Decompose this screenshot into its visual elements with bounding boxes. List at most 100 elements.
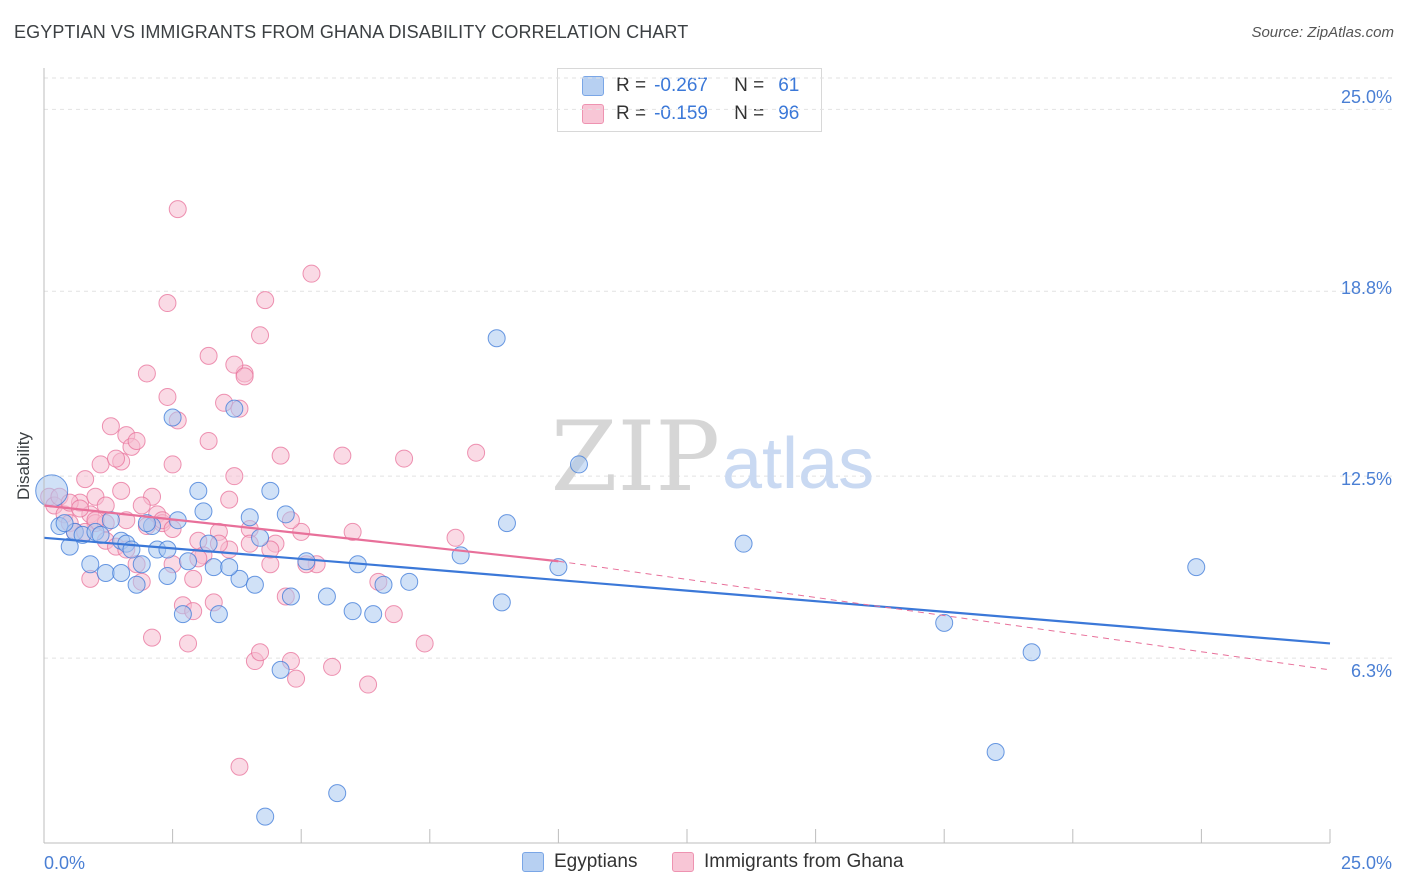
watermark-atlas: atlas <box>722 424 874 504</box>
egyptians-point <box>137 514 156 533</box>
egyptians-point <box>281 587 300 606</box>
ghana-point <box>359 675 378 694</box>
ghana-point <box>467 443 486 462</box>
x-tick-label-max: 25.0% <box>1340 853 1392 873</box>
egyptians-point <box>194 502 213 521</box>
egyptians-point <box>35 474 69 508</box>
egyptians-point <box>271 660 290 679</box>
egyptians-point <box>158 566 177 585</box>
ghana-point <box>287 669 306 688</box>
egyptians-point <box>317 587 336 606</box>
correlation-legend: R = -0.267 N = 61 R = -0.159 N = 96 <box>557 68 822 132</box>
ghana-point <box>323 657 342 676</box>
ghana-point <box>143 628 162 647</box>
ghana-point <box>158 387 177 406</box>
y-axis-label: Disability <box>14 431 33 500</box>
legend-r-label: R = <box>616 103 647 124</box>
egyptians-trend-line <box>43 536 1331 645</box>
egyptians-point <box>364 605 383 624</box>
legend-row-egyptians: R = -0.267 N = 61 <box>582 73 799 99</box>
y-tick-label: 12.5% <box>1340 469 1392 489</box>
egyptians-point <box>1022 643 1041 662</box>
egyptians-point <box>179 552 198 571</box>
ghana-point <box>251 643 270 662</box>
ghana-point <box>230 757 249 776</box>
egyptians-point <box>549 558 568 577</box>
egyptians-point <box>400 572 419 591</box>
egyptians-point <box>55 514 74 533</box>
ghana-trend-extension <box>558 560 1331 671</box>
egyptians-point <box>492 593 511 612</box>
egyptians-point <box>96 564 115 583</box>
egyptians-point <box>189 481 208 500</box>
egyptians-point <box>497 514 516 533</box>
legend-r-label: R = <box>616 75 647 96</box>
legend-n-value: 61 <box>778 75 800 96</box>
egyptians-point <box>261 481 280 500</box>
ghana-point <box>137 364 156 383</box>
ghana-point <box>168 200 187 219</box>
legend-swatch-pink <box>672 852 694 872</box>
ghana-point <box>107 449 126 468</box>
egyptians-point <box>158 540 177 559</box>
ghana-point <box>199 346 218 365</box>
ghana-point <box>101 417 120 436</box>
egyptians-point <box>81 555 100 574</box>
ghana-point <box>271 446 290 465</box>
ghana-point <box>225 355 244 374</box>
y-tick-label: 18.8% <box>1340 278 1392 298</box>
legend-swatch-blue <box>582 76 604 96</box>
egyptians-point <box>569 455 588 474</box>
ghana-point <box>163 455 182 474</box>
egyptians-point <box>199 534 218 553</box>
legend-label: Immigrants from Ghana <box>704 851 904 872</box>
ghana-point <box>158 294 177 313</box>
legend-n-label: N = <box>734 75 765 96</box>
egyptians-point <box>374 575 393 594</box>
ghana-point <box>446 528 465 547</box>
egyptians-point <box>487 329 506 348</box>
ghana-point <box>220 490 239 509</box>
legend-label: Egyptians <box>554 851 638 872</box>
egyptians-point <box>328 784 347 803</box>
egyptians-point <box>986 743 1005 762</box>
egyptians-point <box>230 569 249 588</box>
ghana-point <box>256 291 275 310</box>
ghana-point <box>179 634 198 653</box>
ghana-point <box>76 470 95 489</box>
egyptians-point <box>91 525 110 544</box>
egyptians-point <box>297 552 316 571</box>
egyptians-point <box>251 528 270 547</box>
egyptians-point <box>240 508 259 527</box>
ghana-point <box>415 634 434 653</box>
egyptians-point <box>276 505 295 524</box>
ghana-point <box>302 264 321 283</box>
egyptians-point <box>1187 558 1206 577</box>
egyptians-point <box>209 605 228 624</box>
legend-swatch-blue <box>522 852 544 872</box>
legend-r-value: -0.159 <box>654 103 708 124</box>
ghana-point <box>261 540 280 559</box>
egyptians-point <box>734 534 753 553</box>
y-tick-label: 6.3% <box>1350 661 1392 681</box>
ghana-point <box>132 496 151 515</box>
egyptians-point <box>245 575 264 594</box>
ghana-point <box>184 569 203 588</box>
chart-title: EGYPTIAN VS IMMIGRANTS FROM GHANA DISABI… <box>14 22 689 42</box>
ghana-point <box>127 431 146 450</box>
egyptians-point <box>225 399 244 418</box>
ghana-point <box>235 367 254 386</box>
ghana-point <box>251 326 270 345</box>
y-tick-label: 25.0% <box>1340 87 1392 107</box>
ghana-point <box>333 446 352 465</box>
egyptians-point <box>163 408 182 427</box>
egyptians-point <box>256 807 275 826</box>
bottom-legend-egyptians: Egyptians <box>522 851 637 873</box>
x-tick-label-min: 0.0% <box>44 853 86 873</box>
egyptians-point <box>112 564 131 583</box>
egyptians-point <box>220 558 239 577</box>
egyptians-point <box>935 613 954 632</box>
egyptians-point <box>204 558 223 577</box>
ghana-point <box>343 522 362 541</box>
